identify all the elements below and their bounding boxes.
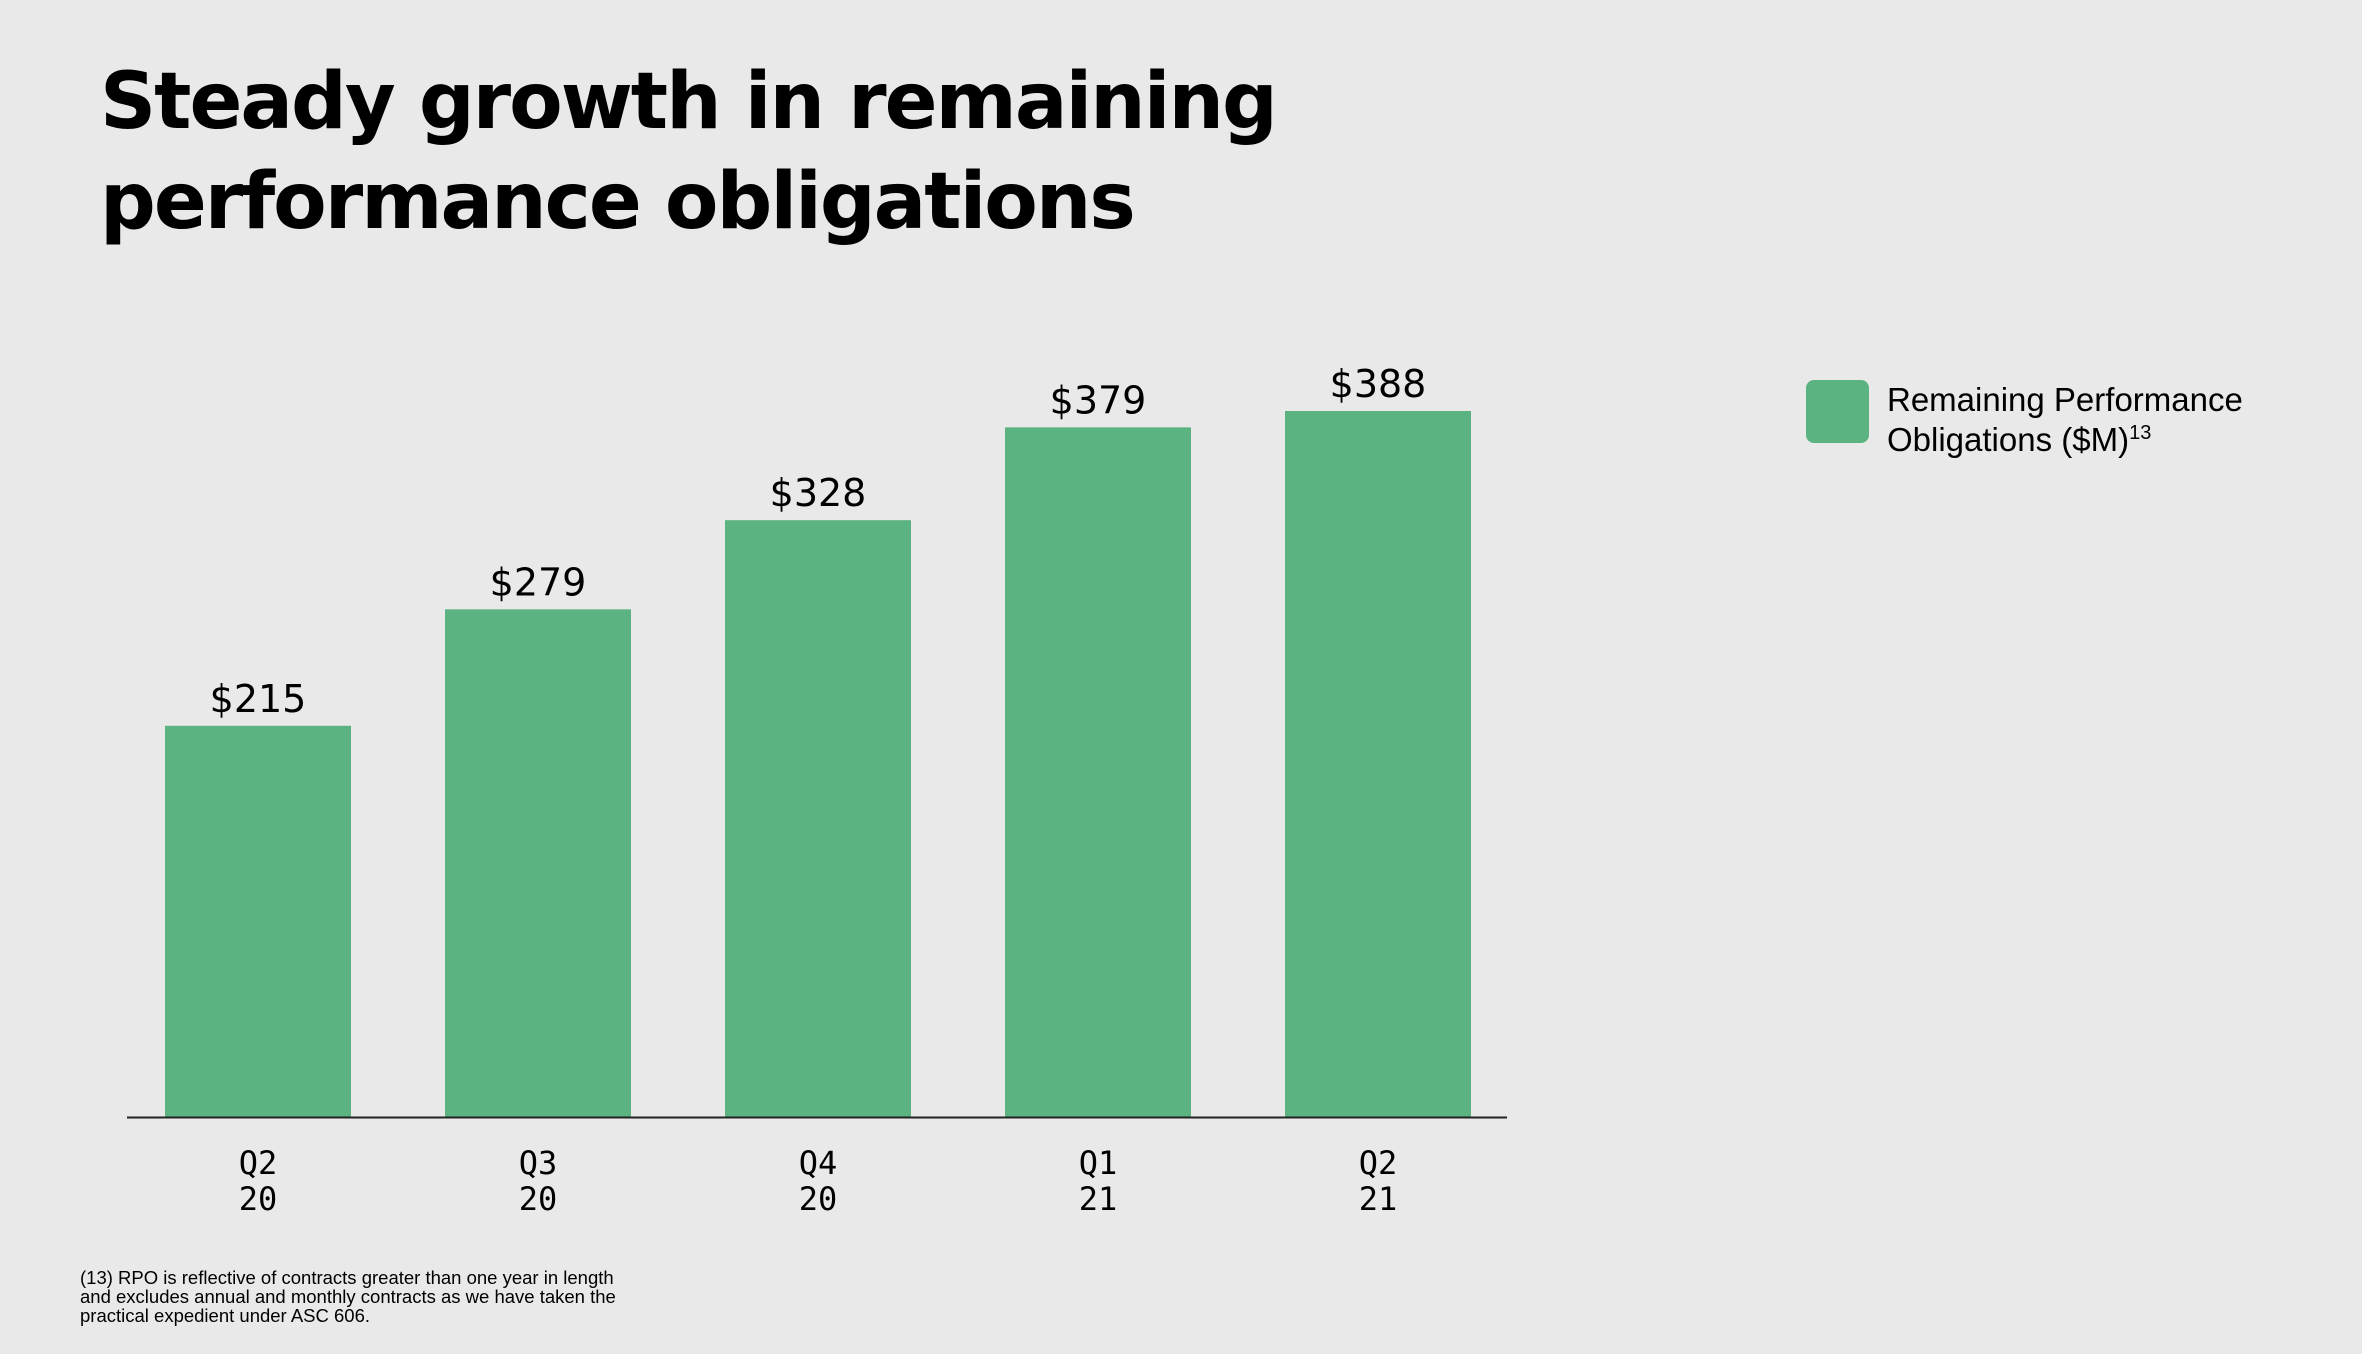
data-label-2: $279 bbox=[490, 560, 587, 604]
x-tick-label-5-year: 21 bbox=[1359, 1180, 1398, 1218]
data-label-4: $379 bbox=[1050, 378, 1147, 422]
x-tick-label-2-year: 20 bbox=[519, 1180, 558, 1218]
legend-label-line2: Obligations ($M) bbox=[1887, 421, 2130, 458]
data-label-5: $388 bbox=[1330, 362, 1427, 406]
x-tick-label-3-year: 20 bbox=[799, 1180, 838, 1218]
bar-2 bbox=[445, 609, 631, 1117]
legend-footnote-ref: 13 bbox=[2129, 422, 2152, 444]
x-tick-label-4-year: 21 bbox=[1079, 1180, 1118, 1218]
chart-legend: Remaining Performance Obligations ($M)13 bbox=[1806, 380, 2287, 460]
x-tick-label-4-quarter: Q1 bbox=[1079, 1144, 1118, 1182]
data-label-3: $328 bbox=[770, 471, 867, 515]
legend-label-line1: Remaining Performance bbox=[1887, 381, 2243, 418]
bar-4 bbox=[1005, 427, 1191, 1117]
data-label-1: $215 bbox=[210, 677, 307, 721]
bar-3 bbox=[725, 520, 911, 1117]
x-tick-label-5-quarter: Q2 bbox=[1359, 1144, 1398, 1182]
legend-label: Remaining Performance Obligations ($M)13 bbox=[1887, 380, 2287, 460]
bar-1 bbox=[165, 725, 351, 1117]
legend-swatch bbox=[1806, 380, 1869, 443]
x-tick-label-2-quarter: Q3 bbox=[519, 1144, 558, 1182]
x-tick-label-1-year: 20 bbox=[239, 1180, 278, 1218]
page-title: Steady growth in remaining performance o… bbox=[100, 57, 1278, 247]
bar-5 bbox=[1285, 411, 1471, 1117]
footnote: (13) RPO is reflective of contracts grea… bbox=[80, 1267, 616, 1326]
x-tick-label-1-quarter: Q2 bbox=[239, 1144, 278, 1182]
x-tick-label-3-quarter: Q4 bbox=[799, 1144, 838, 1182]
